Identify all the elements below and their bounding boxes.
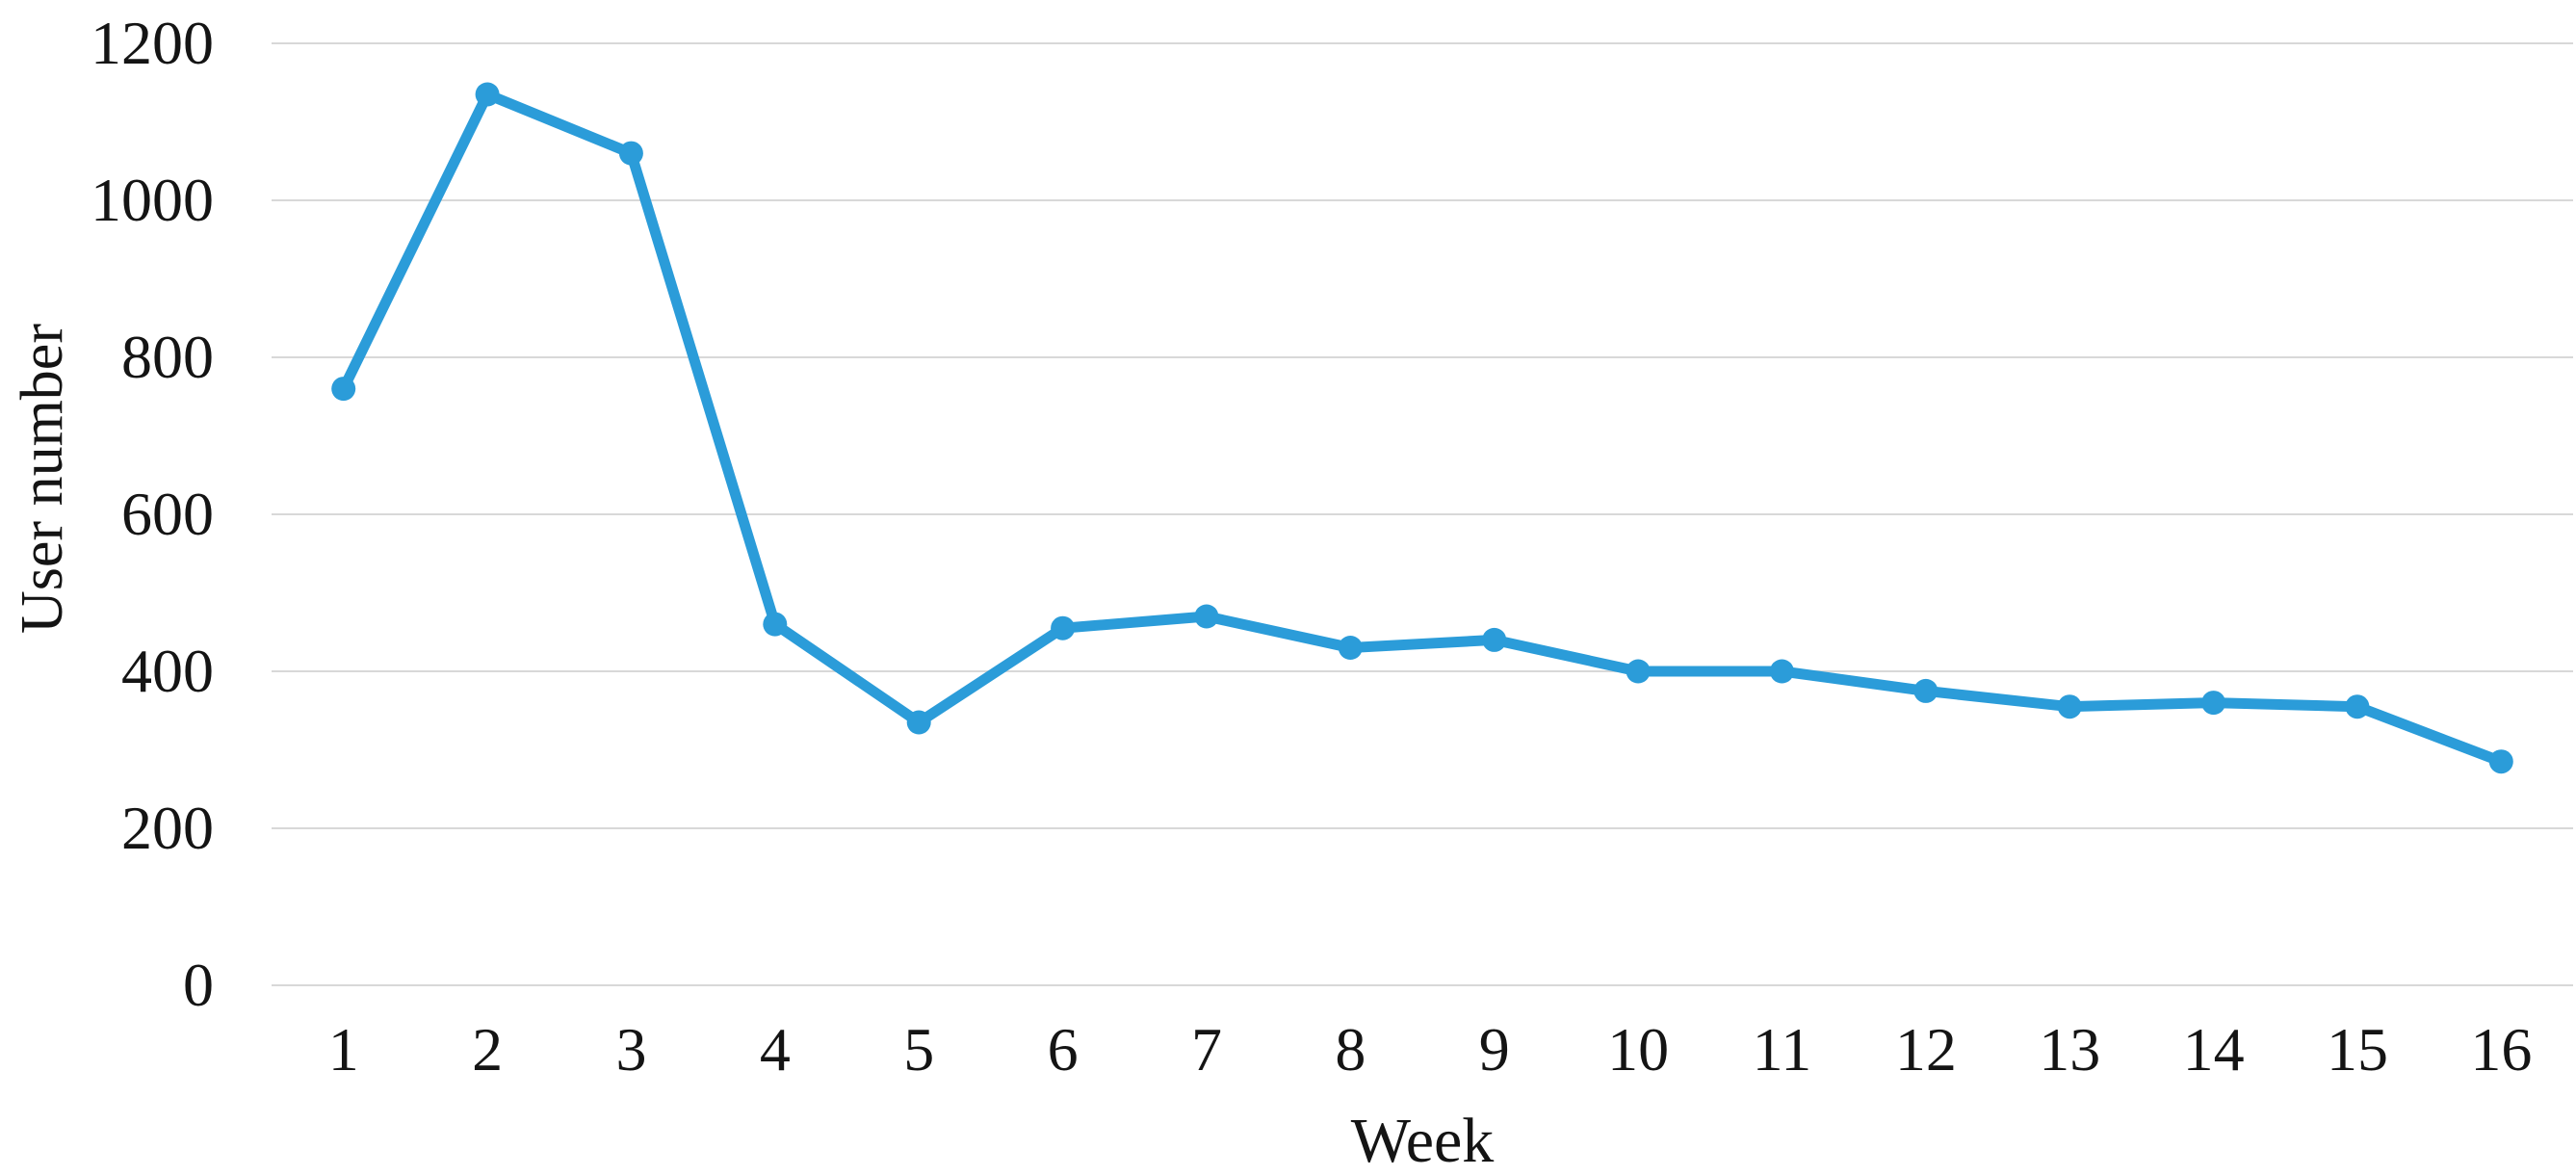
series-line-user-number bbox=[338, 89, 2507, 768]
data-point-marker bbox=[1194, 604, 1219, 629]
x-tick-label: 9 bbox=[1478, 1015, 1510, 1084]
data-point-marker bbox=[475, 82, 500, 107]
data-point-marker bbox=[1626, 659, 1651, 684]
x-tick-label: 6 bbox=[1047, 1015, 1079, 1084]
x-tick-label: 5 bbox=[903, 1015, 935, 1084]
x-tick-label: 1 bbox=[327, 1015, 359, 1084]
x-tick-label: 12 bbox=[1894, 1015, 1957, 1084]
gridline bbox=[272, 827, 2573, 829]
data-point-marker bbox=[763, 612, 788, 637]
x-tick-label: 11 bbox=[1752, 1015, 1812, 1084]
x-tick-label: 15 bbox=[2326, 1015, 2388, 1084]
y-tick-label: 600 bbox=[121, 480, 214, 548]
y-tick-label: 800 bbox=[121, 323, 214, 391]
gridline bbox=[272, 984, 2573, 986]
data-point-marker bbox=[1051, 615, 1076, 640]
gridline bbox=[272, 513, 2573, 515]
x-tick-label: 7 bbox=[1190, 1015, 1222, 1084]
plot-area bbox=[331, 82, 2513, 774]
data-point-marker bbox=[1482, 627, 1507, 652]
data-point-marker bbox=[1769, 659, 1794, 684]
gridline bbox=[272, 356, 2573, 358]
y-tick-label: 200 bbox=[121, 794, 214, 862]
x-tick-label: 2 bbox=[472, 1015, 504, 1084]
x-tick-label: 3 bbox=[615, 1015, 647, 1084]
x-tick-label: 16 bbox=[2470, 1015, 2533, 1084]
x-tick-label: 13 bbox=[2039, 1015, 2101, 1084]
data-point-marker bbox=[2345, 694, 2370, 719]
x-axis-title: Week bbox=[1350, 1106, 1495, 1176]
data-point-marker bbox=[618, 141, 643, 166]
data-point-marker bbox=[906, 710, 931, 735]
data-point-marker bbox=[1338, 636, 1363, 660]
data-point-marker bbox=[2201, 691, 2226, 716]
data-point-marker bbox=[331, 377, 356, 402]
data-point-marker bbox=[2488, 749, 2513, 774]
y-tick-label: 0 bbox=[183, 951, 214, 1019]
x-tick-label: 4 bbox=[759, 1015, 791, 1084]
x-tick-label: 10 bbox=[1607, 1015, 1670, 1084]
y-tick-label: 1000 bbox=[91, 166, 214, 234]
data-point-marker bbox=[2057, 694, 2082, 719]
gridline bbox=[272, 199, 2573, 201]
x-tick-label: 8 bbox=[1335, 1015, 1366, 1084]
data-point-marker bbox=[1913, 678, 1939, 703]
y-tick-label: 400 bbox=[121, 637, 214, 705]
x-tick-label: 14 bbox=[2182, 1015, 2245, 1084]
gridline bbox=[272, 670, 2573, 672]
gridline bbox=[272, 42, 2573, 44]
y-tick-label: 1200 bbox=[91, 9, 214, 77]
